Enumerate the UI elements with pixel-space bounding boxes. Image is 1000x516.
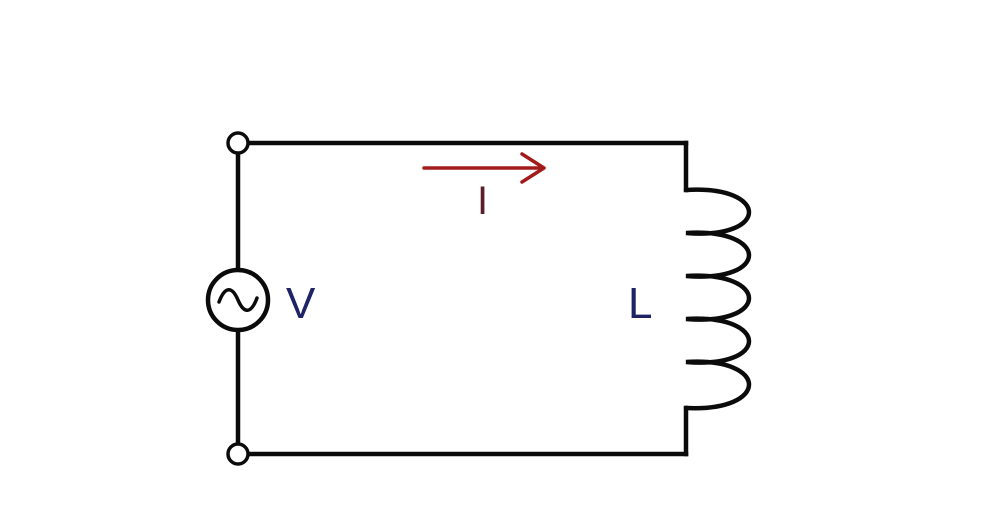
inductor-label: L [628, 279, 652, 328]
ac-source-icon [205, 267, 271, 333]
current-label: I [477, 179, 488, 223]
terminal-bottom [226, 442, 250, 466]
inductor-coil-icon [683, 187, 751, 411]
terminal-top [226, 131, 250, 155]
source-label: V [286, 279, 316, 328]
arrow-right-icon [422, 152, 546, 184]
